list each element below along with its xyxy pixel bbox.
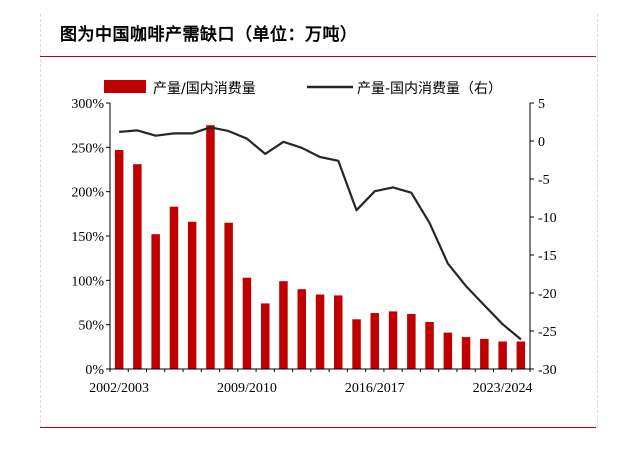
legend-line-label: 产量-国内消费量（右） xyxy=(357,81,502,97)
right-tick-label: -20 xyxy=(538,287,557,302)
legend: 产量/国内消费量 产量-国内消费量（右） xyxy=(104,80,502,97)
bar xyxy=(114,150,124,369)
bar xyxy=(297,289,306,369)
bar xyxy=(261,303,270,369)
bar xyxy=(133,164,142,369)
bar xyxy=(224,222,233,369)
bar xyxy=(242,277,252,369)
bar xyxy=(352,319,361,369)
bar xyxy=(370,313,379,369)
bar xyxy=(334,295,343,369)
left-axis-ticks: 0% 50% 100% 150% 200% 250% 300% xyxy=(71,97,110,378)
x-tick-label: 2016/2017 xyxy=(345,381,405,396)
bar xyxy=(206,125,215,369)
bar xyxy=(279,281,288,369)
line-series xyxy=(119,126,522,341)
legend-bar-swatch xyxy=(104,80,146,93)
bar xyxy=(480,338,489,369)
right-tick-label: -5 xyxy=(538,173,550,188)
right-axis-ticks: 5 0 -5 -10 -15 -20 -25 -30 xyxy=(530,97,557,378)
bar xyxy=(461,337,471,369)
bar xyxy=(315,294,325,369)
right-tick-label: 0 xyxy=(538,135,545,150)
bottom-rule xyxy=(40,427,596,428)
left-tick-label: 0% xyxy=(85,363,104,378)
x-tick-label: 2009/2010 xyxy=(217,381,277,396)
bar xyxy=(425,322,434,369)
bar xyxy=(187,221,197,369)
left-tick-label: 300% xyxy=(71,97,104,112)
left-tick-label: 100% xyxy=(71,274,104,289)
bar xyxy=(516,341,526,369)
title-rule xyxy=(40,56,596,57)
x-tick-label: 2002/2003 xyxy=(89,381,149,396)
left-tick-label: 200% xyxy=(71,186,104,201)
right-tick-label: -30 xyxy=(538,363,557,378)
bar xyxy=(498,341,507,369)
legend-bar-label: 产量/国内消费量 xyxy=(153,81,256,97)
x-tick-label: 2023/2024 xyxy=(473,381,533,396)
left-tick-label: 150% xyxy=(71,230,104,245)
right-tick-label: -25 xyxy=(538,325,557,340)
chart-title: 图为中国咖啡产需缺口（单位：万吨） xyxy=(60,25,358,45)
bar xyxy=(151,234,160,369)
x-axis-ticks: 2002/2003 2009/2010 2016/2017 2023/2024 xyxy=(89,369,533,396)
left-tick-label: 250% xyxy=(71,141,104,156)
bar xyxy=(407,314,416,369)
chart-frame xyxy=(40,14,598,428)
bar-series xyxy=(114,125,526,369)
right-tick-label: 5 xyxy=(538,97,545,112)
left-tick-label: 50% xyxy=(78,319,104,334)
right-tick-label: -15 xyxy=(538,249,557,264)
right-tick-label: -10 xyxy=(538,211,557,226)
bar xyxy=(443,332,453,369)
bar xyxy=(169,206,179,369)
bar xyxy=(388,311,398,369)
